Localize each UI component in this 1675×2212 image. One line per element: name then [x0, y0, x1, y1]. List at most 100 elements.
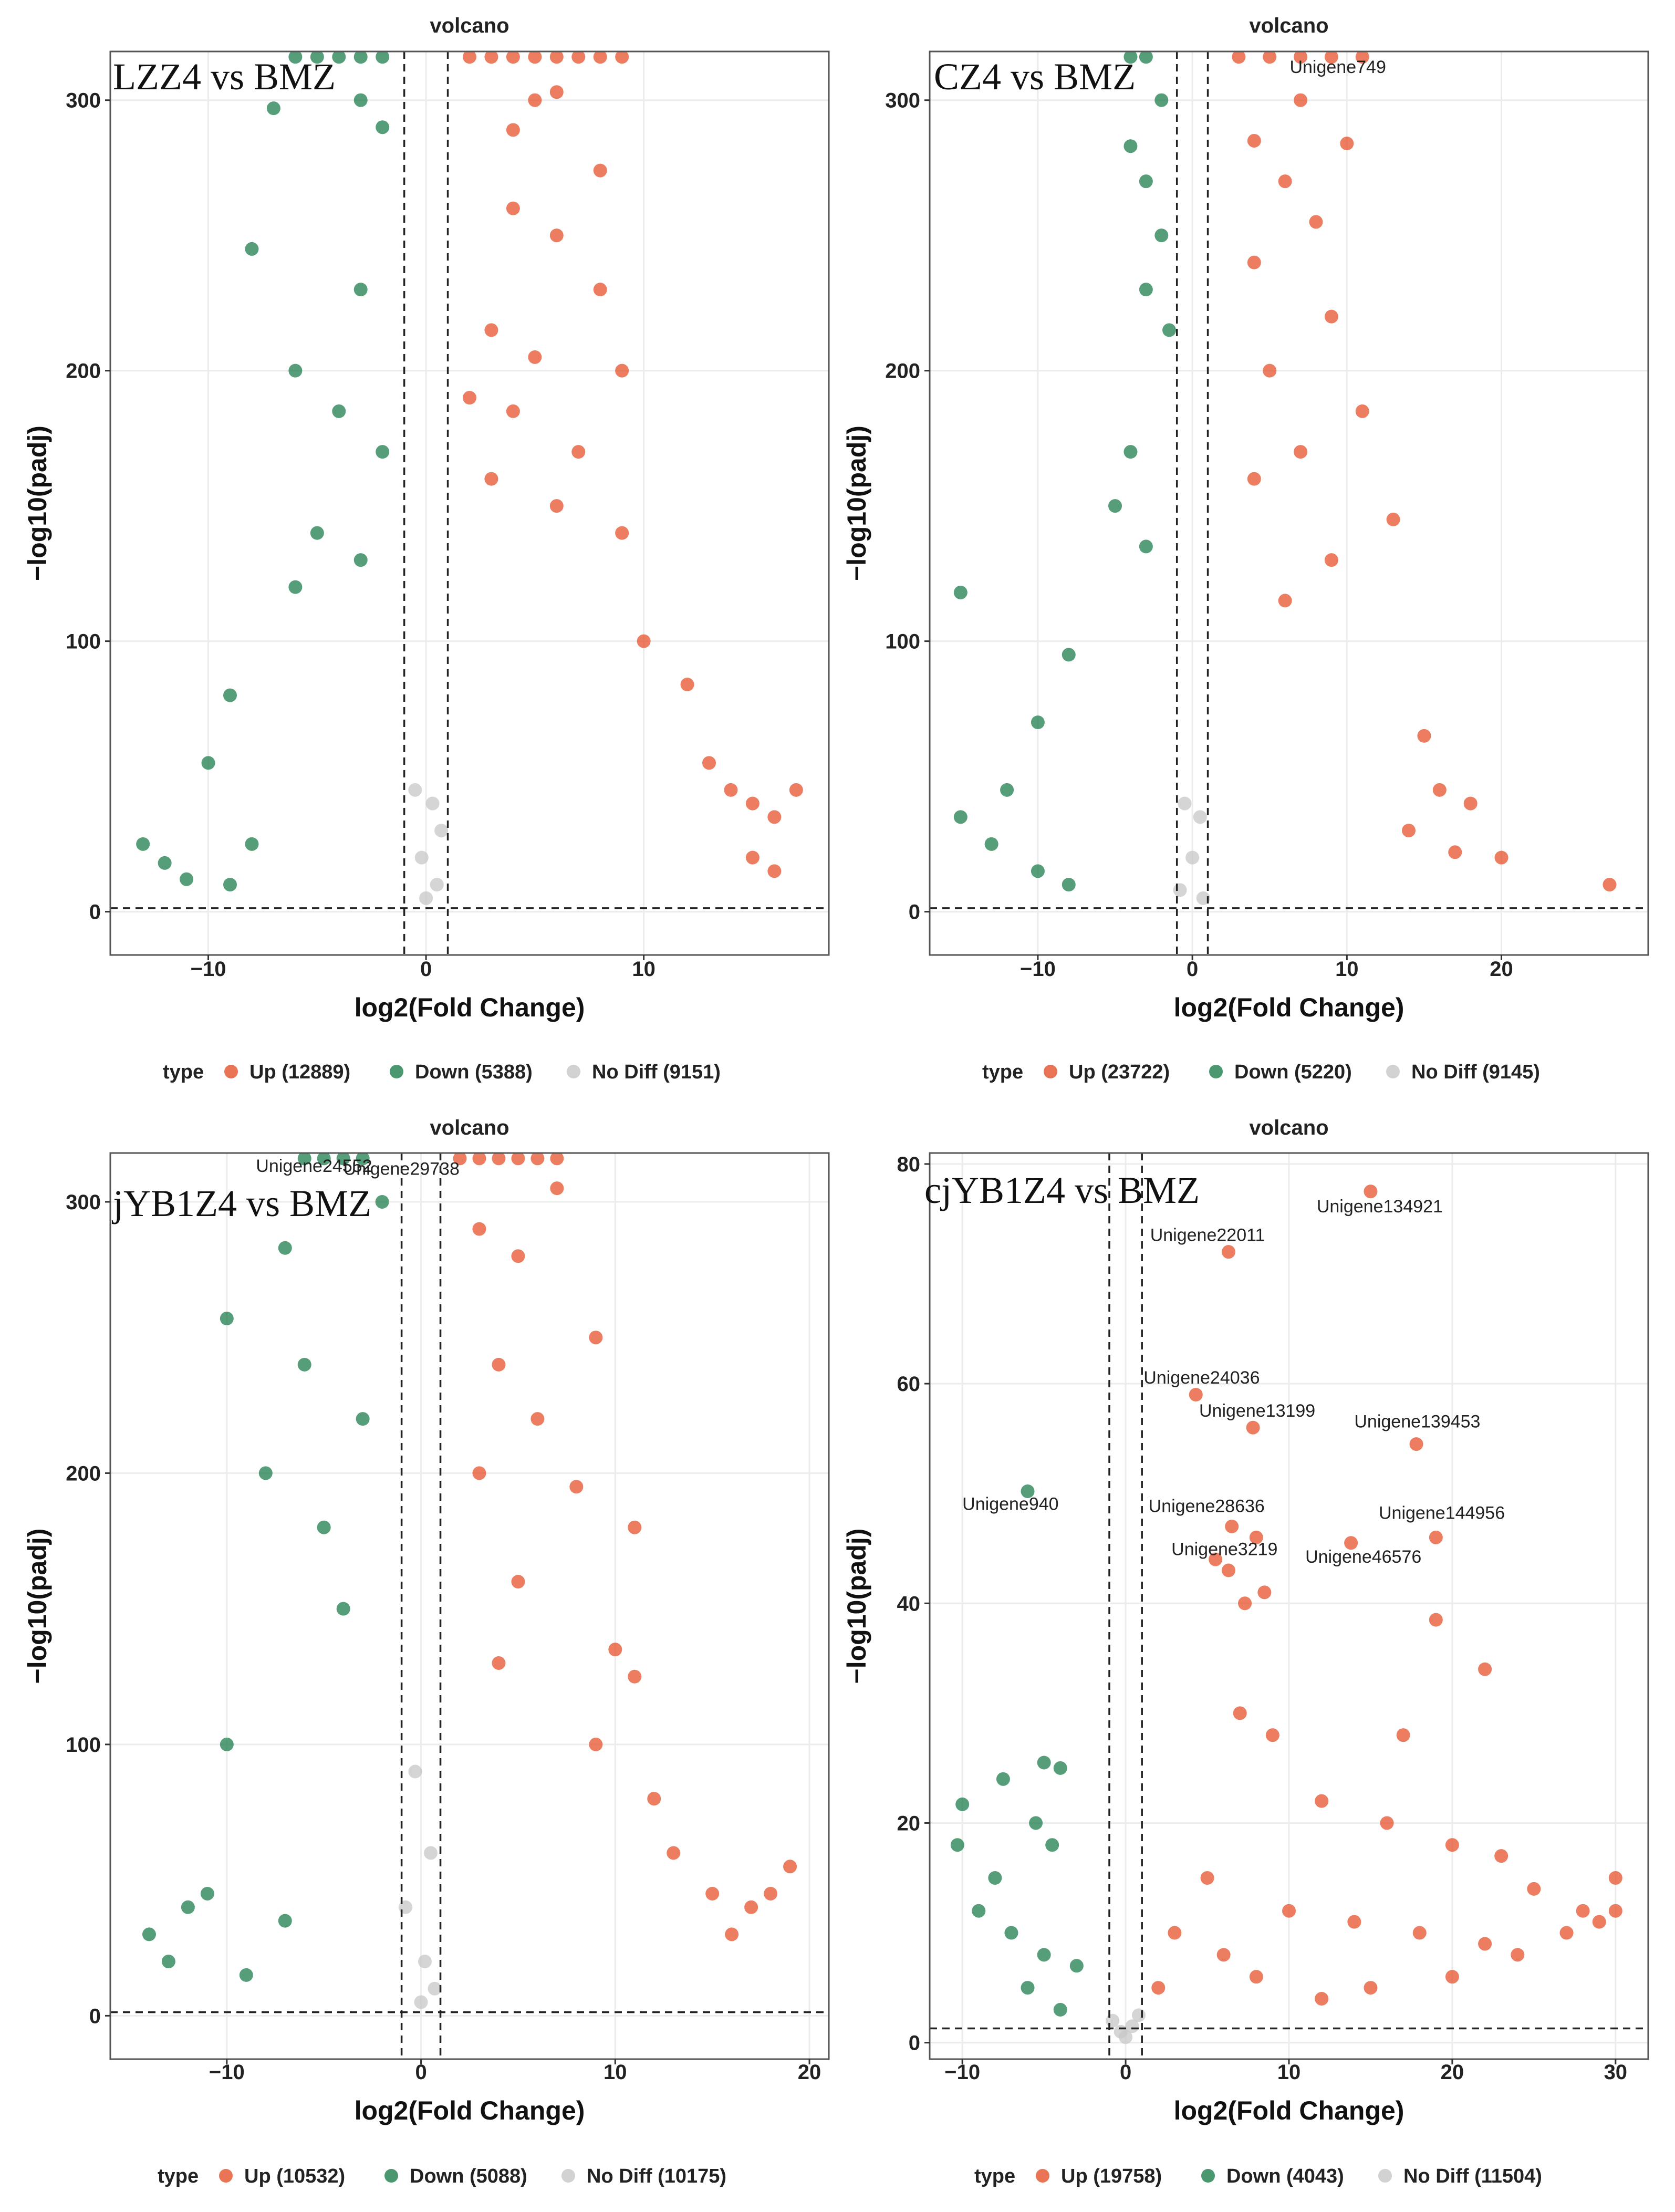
point-no-diff: [408, 1764, 422, 1779]
legend-entry: No Diff (11504): [1403, 2165, 1542, 2187]
point-up: [530, 1412, 545, 1426]
x-tick-label: 10: [604, 2061, 627, 2084]
legend-swatch: [561, 2169, 575, 2183]
point-up: [506, 404, 520, 418]
point-up: [549, 229, 564, 243]
point-up: [463, 391, 476, 405]
point-up: [724, 783, 738, 797]
point-no-diff: [428, 1981, 442, 1996]
point-up: [571, 445, 586, 459]
chart-title: volcano: [1249, 14, 1328, 37]
point-up: [472, 1222, 486, 1236]
point-down: [1123, 445, 1138, 459]
y-axis-label: −log10(padj): [842, 425, 871, 581]
point-up: [647, 1792, 661, 1806]
y-axis-label: −log10(padj): [842, 1529, 871, 1684]
point-down: [297, 1153, 311, 1166]
point-no-diff: [1131, 2008, 1146, 2022]
point-no-diff: [430, 878, 444, 892]
point-down: [336, 1602, 350, 1616]
legend-title: type: [158, 2165, 199, 2187]
point-down: [297, 1357, 311, 1372]
point-up: [1324, 553, 1338, 567]
point-up: [511, 1249, 525, 1263]
point-up: [1494, 850, 1508, 865]
point-down: [158, 856, 172, 870]
y-tick-label: 80: [897, 1153, 921, 1176]
point-up: [1355, 51, 1369, 64]
point-up: [1380, 1816, 1394, 1830]
gene-label: Unigene3219: [1171, 1539, 1277, 1559]
point-no-diff: [1178, 796, 1192, 811]
y-axis-label: −log10(padj): [23, 1529, 52, 1684]
data-points: [950, 1185, 1622, 2044]
point-down: [266, 101, 280, 116]
point-no-diff: [1185, 850, 1200, 865]
grid-lines: [930, 1153, 1648, 2059]
point-down: [1000, 783, 1014, 797]
point-down: [1029, 1816, 1043, 1830]
point-up: [1429, 1613, 1443, 1627]
point-up: [608, 1643, 622, 1657]
gene-label: Unigene940: [962, 1494, 1058, 1514]
point-no-diff: [424, 1846, 438, 1860]
y-tick-label: 300: [66, 1191, 101, 1214]
point-down: [336, 1153, 350, 1166]
point-up: [1151, 1981, 1166, 1995]
point-up: [484, 472, 498, 486]
point-down: [1139, 539, 1153, 554]
point-no-diff: [1106, 2013, 1120, 2028]
x-tick-label: 20: [798, 2061, 821, 2084]
point-down: [317, 1520, 331, 1534]
point-up: [484, 51, 498, 64]
point-up: [637, 634, 651, 648]
point-up: [1412, 1926, 1427, 1940]
point-down: [375, 1195, 389, 1209]
point-up: [1278, 594, 1292, 608]
point-down: [984, 837, 998, 851]
point-no-diff: [1119, 2030, 1133, 2044]
point-no-diff: [434, 824, 449, 838]
legend-entry: No Diff (10175): [587, 2165, 726, 2187]
y-tick-label: 300: [66, 89, 101, 112]
point-down: [288, 364, 303, 378]
point-up: [550, 1153, 564, 1166]
x-tick-label: −10: [191, 958, 226, 981]
plot-area: [930, 51, 1648, 955]
threshold-lines: [930, 1153, 1648, 2059]
point-down: [950, 1838, 964, 1852]
point-up: [1315, 1794, 1329, 1808]
point-up: [511, 1575, 525, 1589]
point-up: [1294, 445, 1308, 459]
point-up: [549, 85, 564, 99]
x-tick-label: 0: [1187, 958, 1198, 981]
point-down: [356, 1412, 370, 1426]
data-points: [136, 51, 803, 905]
comparison-label: cjYB1Z4 vs BMZ: [924, 1169, 1200, 1211]
point-up: [1246, 1420, 1260, 1435]
point-down: [1045, 1838, 1059, 1852]
point-up: [1263, 364, 1277, 378]
gene-label: Unigene46576: [1305, 1547, 1421, 1567]
threshold-lines: [110, 1153, 829, 2059]
point-up: [1216, 1948, 1231, 1962]
point-up: [667, 1846, 681, 1860]
legend-swatch: [219, 2169, 233, 2183]
point-up: [506, 123, 520, 137]
plot-frame: [109, 50, 830, 956]
data-points: [142, 1153, 797, 2009]
point-up: [1402, 824, 1416, 838]
point-up: [550, 1181, 564, 1196]
point-no-diff: [425, 796, 440, 811]
point-down: [1139, 51, 1153, 64]
y-tick-label: 300: [885, 89, 920, 112]
legend-entry: Up (23722): [1069, 1061, 1170, 1083]
point-up: [1364, 1981, 1378, 1995]
point-up: [1294, 93, 1308, 107]
point-up: [492, 1656, 506, 1670]
gene-label: Unigene28636: [1149, 1497, 1265, 1517]
legend-entry: Down (5220): [1234, 1061, 1352, 1083]
point-up: [1429, 1530, 1443, 1544]
x-tick-label: −10: [1020, 958, 1056, 981]
